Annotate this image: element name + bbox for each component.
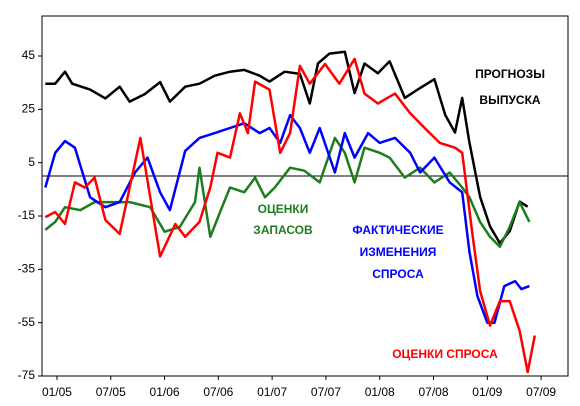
series-line <box>44 57 537 374</box>
series-line <box>44 113 530 324</box>
x-tick-label: 01/05 <box>42 385 72 399</box>
x-tick-label: 01/07 <box>257 385 287 399</box>
y-tick-label: 45 <box>22 48 36 62</box>
series-annotation: ПРОГНОЗЫ <box>475 67 545 81</box>
y-tick-label: -55 <box>18 315 36 329</box>
y-tick-label: -15 <box>18 208 36 222</box>
y-tick-label: 5 <box>28 155 35 169</box>
series-annotation: ЗАПАСОВ <box>253 223 313 237</box>
y-tick-label: -75 <box>18 368 36 382</box>
x-tick-label: 07/05 <box>96 385 126 399</box>
series-annotation: ОЦЕНКИ <box>258 202 309 216</box>
x-tick-label: 01/09 <box>472 385 502 399</box>
series-annotation: ФАКТИЧЕСКИЕ <box>352 223 443 237</box>
series-line <box>44 136 531 248</box>
series-annotation: ОЦЕНКИ СПРОСА <box>392 347 498 361</box>
series-annotation: ВЫПУСКА <box>479 93 540 107</box>
x-tick-label: 01/06 <box>150 385 180 399</box>
x-tick-label: 07/08 <box>419 385 449 399</box>
series-annotation: СПРОСА <box>372 267 424 281</box>
series-annotation: ИЗМЕНЕНИЯ <box>360 245 437 259</box>
plot-frame <box>41 15 569 377</box>
y-tick-label: -35 <box>18 262 36 276</box>
x-tick-label: 01/08 <box>365 385 395 399</box>
x-tick-label: 07/09 <box>526 385 556 399</box>
y-tick-label: 25 <box>22 102 36 116</box>
x-tick-label: 07/07 <box>311 385 341 399</box>
series-line <box>45 50 529 245</box>
x-tick-label: 07/06 <box>203 385 233 399</box>
